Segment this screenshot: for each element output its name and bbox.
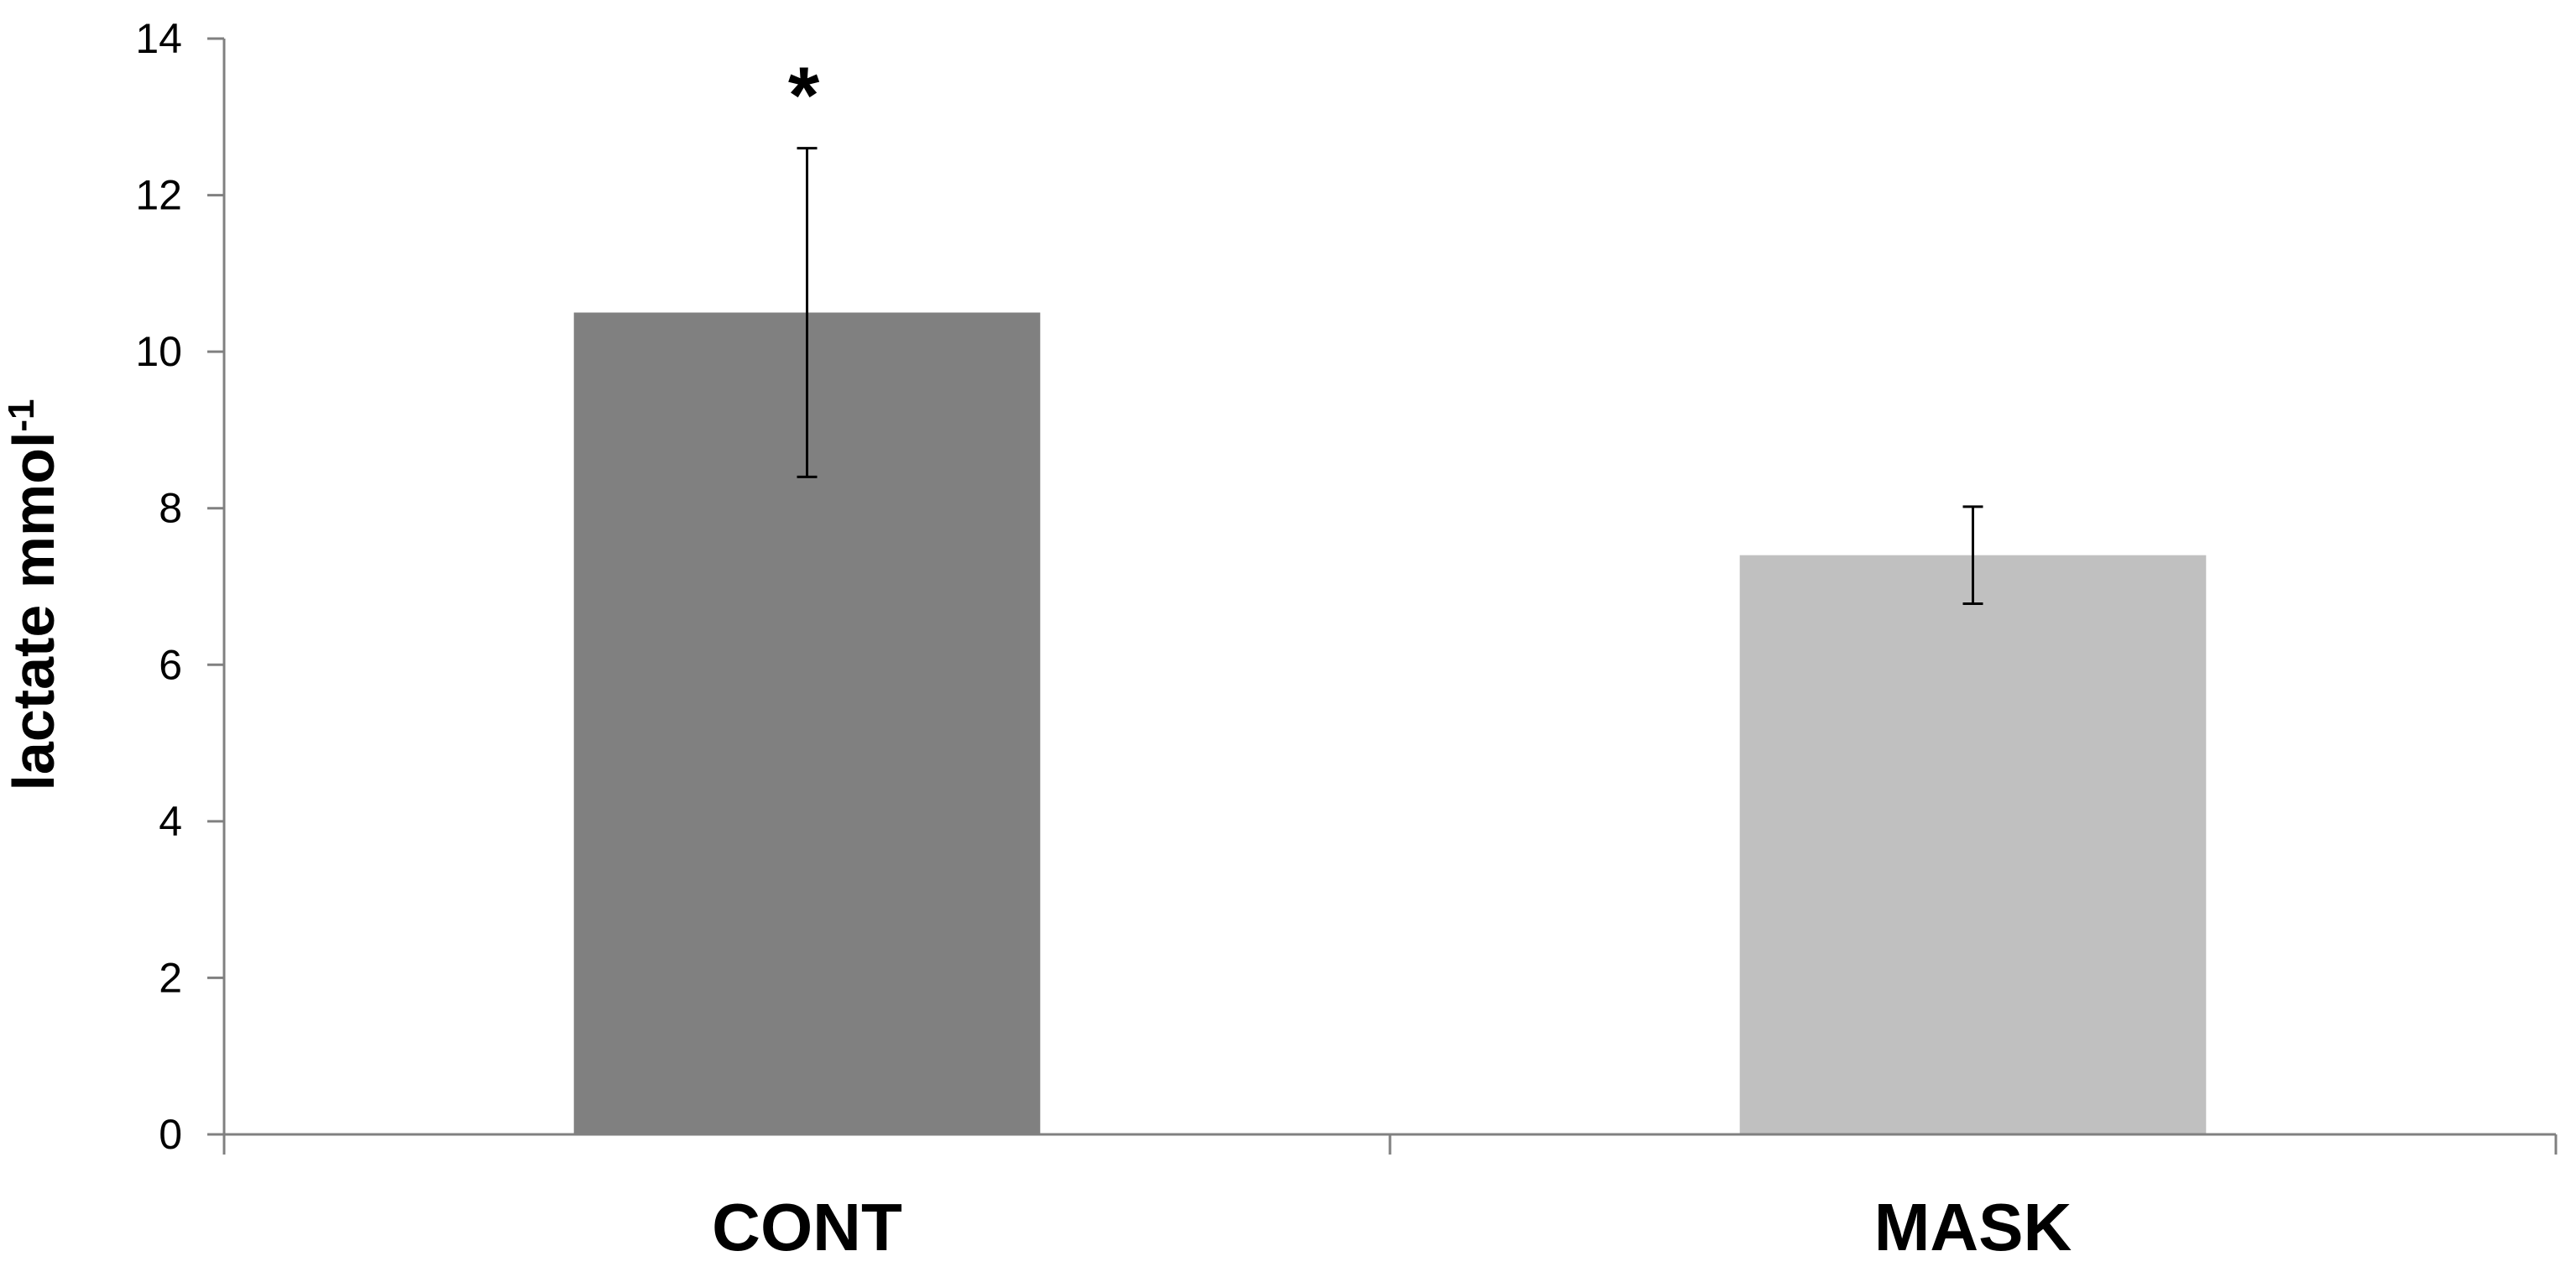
x-category-label: MASK [1874, 1190, 2072, 1264]
x-category-label: CONT [712, 1190, 902, 1264]
y-tick-label: 0 [159, 1111, 182, 1158]
y-tick-label: 12 [135, 172, 182, 219]
y-axis-label-main: lactate mmol [1, 432, 66, 791]
significance-marker: * [788, 51, 820, 141]
y-tick-label: 8 [159, 485, 182, 532]
y-tick-label: 14 [135, 15, 182, 62]
y-axis-label-superscript: -1 [1, 399, 42, 431]
bars-group [573, 312, 2207, 1134]
bar-mask [1739, 555, 2207, 1134]
y-tick-label: 4 [159, 798, 182, 845]
y-ticks-group: 0 2 4 6 8 10 12 14 [135, 15, 224, 1158]
y-axis-label: lactate mmol-1 [1, 399, 67, 790]
annotations-group: * [788, 51, 820, 141]
y-tick-label: 10 [135, 328, 182, 375]
x-ticks-group [222, 1134, 2558, 1155]
y-tick-label: 6 [159, 641, 182, 688]
x-labels-group: CONT MASK [712, 1190, 2072, 1264]
error-bars-group [797, 147, 1983, 606]
y-tick-label: 2 [159, 954, 182, 1001]
